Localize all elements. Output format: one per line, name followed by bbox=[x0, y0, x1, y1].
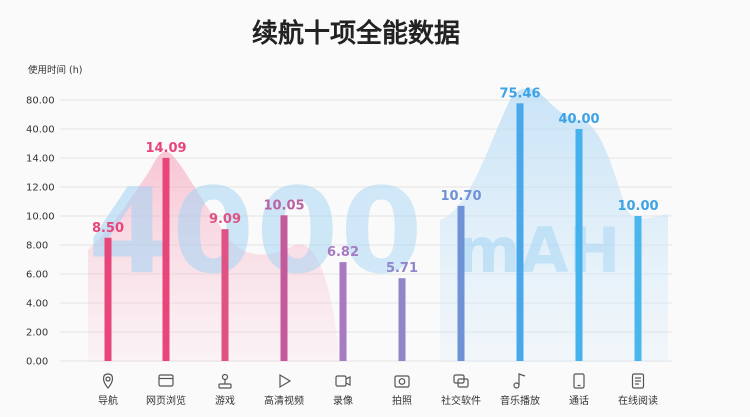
play-icon bbox=[279, 373, 292, 389]
value-label: 75.46 bbox=[499, 86, 540, 101]
y-tick-label: 12.00 bbox=[26, 183, 55, 194]
bar-导航 bbox=[104, 237, 112, 361]
category-label: 高清视频 bbox=[264, 394, 304, 407]
category-label: 通话 bbox=[569, 395, 589, 407]
browser-window-icon bbox=[158, 374, 174, 387]
bar-社交软件 bbox=[457, 205, 465, 361]
watermark-unit: mAH bbox=[456, 214, 620, 287]
video-camera-icon bbox=[335, 375, 351, 387]
joystick-icon bbox=[218, 373, 232, 389]
value-label: 5.71 bbox=[386, 261, 418, 276]
y-axis-label: 使用时间 (h) bbox=[28, 64, 82, 76]
y-tick-label: 8.00 bbox=[26, 241, 48, 252]
bar-通话 bbox=[575, 129, 583, 361]
bars bbox=[104, 103, 642, 361]
value-label: 10.70 bbox=[440, 189, 481, 204]
y-tick-label: 0.00 bbox=[26, 357, 48, 368]
bar-在线阅读 bbox=[634, 216, 642, 361]
phone-icon bbox=[573, 373, 585, 389]
value-labels: 8.50 14.09 9.09 10.05 6.82 5.71 10.70 75.46 40.0… bbox=[92, 86, 659, 276]
watermark-number: 4000 bbox=[88, 162, 424, 300]
value-label: 8.50 bbox=[92, 221, 124, 236]
chat-bubbles-icon bbox=[453, 374, 469, 388]
bar-游戏 bbox=[221, 229, 229, 361]
value-label: 10.05 bbox=[263, 198, 304, 213]
value-label: 9.09 bbox=[209, 212, 241, 227]
y-tick-label: 6.00 bbox=[26, 270, 48, 281]
music-note-icon bbox=[513, 373, 526, 389]
bar-高清视频 bbox=[280, 215, 288, 361]
category-label: 游戏 bbox=[215, 394, 235, 407]
y-tick-label: 2.00 bbox=[26, 328, 48, 339]
category-label: 网页浏览 bbox=[146, 394, 186, 407]
chart-title: 续航十项全能数据 bbox=[252, 18, 460, 49]
bar-音乐播放 bbox=[516, 103, 524, 361]
value-label: 10.00 bbox=[617, 199, 658, 214]
category-label: 社交软件 bbox=[441, 394, 481, 407]
value-label: 6.82 bbox=[327, 245, 359, 260]
document-icon bbox=[631, 373, 645, 389]
category-labels: 导航 网页浏览 游戏 高清视频 录像 拍照 社交软件 音乐播放 通话 在线阅读 bbox=[98, 394, 658, 407]
pink-glow-area bbox=[88, 151, 340, 362]
category-label: 导航 bbox=[98, 394, 118, 407]
value-label: 14.09 bbox=[145, 141, 186, 156]
category-label: 在线阅读 bbox=[618, 394, 658, 407]
value-label: 40.00 bbox=[558, 112, 599, 127]
y-tick-label: 40.00 bbox=[26, 125, 55, 136]
y-tick-label: 14.00 bbox=[26, 154, 55, 165]
location-pin-icon bbox=[102, 373, 114, 389]
camera-icon bbox=[394, 375, 410, 388]
y-tick-label: 4.00 bbox=[26, 299, 48, 310]
bar-录像 bbox=[339, 262, 347, 361]
y-tick-label: 10.00 bbox=[26, 212, 55, 223]
category-label: 拍照 bbox=[392, 394, 412, 407]
category-label: 录像 bbox=[333, 395, 353, 407]
category-icons bbox=[102, 373, 645, 389]
bar-拍照 bbox=[398, 278, 406, 361]
bar-网页浏览 bbox=[162, 157, 170, 361]
y-tick-label: 80.00 bbox=[26, 96, 55, 107]
category-label: 音乐播放 bbox=[500, 394, 540, 407]
y-tick-labels: 0.00 2.00 4.00 6.00 8.00 10.00 12.00 14.00 40.00… bbox=[26, 96, 55, 368]
blue-glow-area bbox=[440, 88, 668, 363]
